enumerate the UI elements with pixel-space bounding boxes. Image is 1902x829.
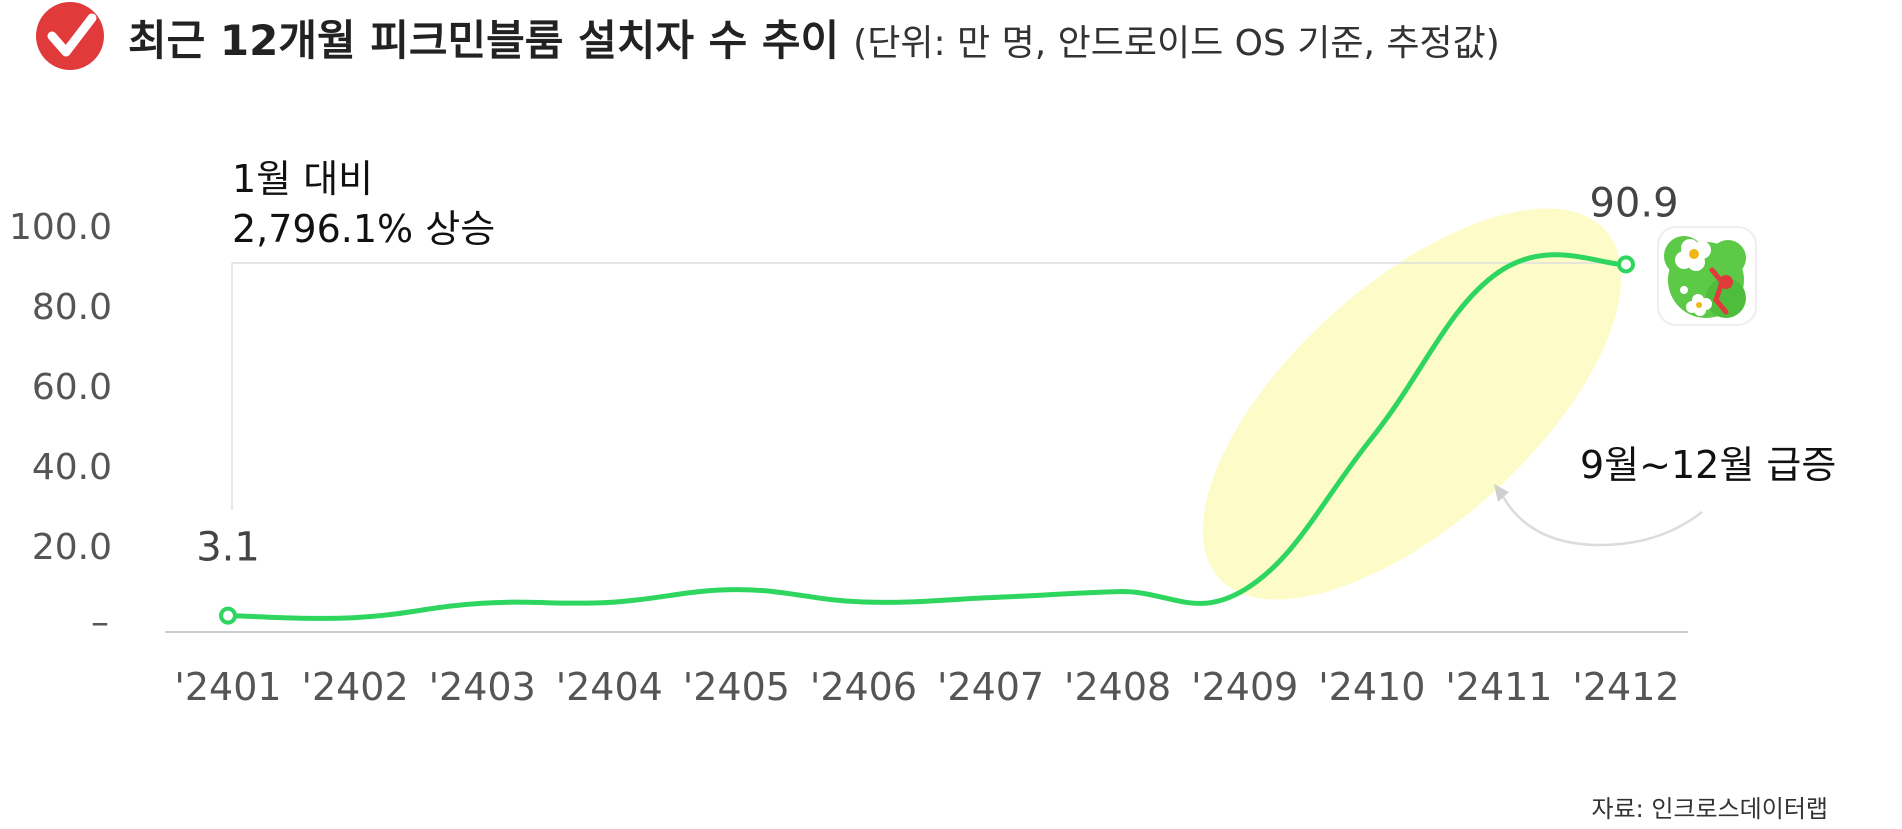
source-note: 자료: 인크로스데이터랩: [1591, 795, 1828, 823]
x-axis: '2401 '2402 '2403 '2404 '2405 '2406 '2407 '2408…: [174, 665, 1679, 709]
x-tick-label: '2405: [683, 665, 790, 709]
pikmin-bloom-app-icon: [1657, 226, 1757, 326]
x-tick-label: '2410: [1318, 665, 1425, 709]
chart-title-text: 최근 12개월 피크민블룸 설치자 수 추이 (단위: 만 명, 안드로이드 OS…: [128, 16, 1500, 65]
x-tick-label: '2409: [1191, 665, 1298, 709]
y-tick-label: 60.0: [32, 367, 112, 408]
chart-subtitle: (단위: 만 명, 안드로이드 OS 기준, 추정값): [853, 23, 1500, 64]
surge-highlight: [1202, 208, 1622, 600]
data-label-first: 3.1: [196, 525, 260, 571]
header: 최근 12개월 피크민블룸 설치자 수 추이 (단위: 만 명, 안드로이드 OS…: [36, 2, 1500, 70]
x-tick-label: '2407: [937, 665, 1044, 709]
data-point-last: [1617, 255, 1635, 274]
x-tick-label: '2402: [302, 665, 409, 709]
y-tick-label: 100.0: [9, 207, 112, 248]
series-line: [225, 252, 1629, 621]
growth-note-line2: 2,796.1% 상승: [232, 207, 495, 251]
data-point-first: [219, 606, 237, 625]
x-tick-label: '2412: [1572, 665, 1679, 709]
x-tick-label: '2408: [1064, 665, 1171, 709]
x-tick-label: '2403: [429, 665, 536, 709]
x-tick-label: '2401: [174, 665, 281, 709]
red-check-icon: [36, 2, 104, 70]
x-tick-label: '2404: [556, 665, 663, 709]
y-tick-label: 40.0: [32, 447, 112, 488]
y-axis: – 20.0 40.0 60.0 80.0 100.0: [9, 207, 112, 643]
data-label-last: 90.9: [1589, 180, 1678, 226]
x-tick-label: '2406: [810, 665, 917, 709]
y-tick-label: 20.0: [32, 527, 112, 568]
growth-note-line1: 1월 대비: [232, 157, 373, 201]
y-tick-label: 80.0: [32, 287, 112, 328]
surge-note: 9월~12월 급증: [1580, 443, 1836, 487]
curved-arrow-icon: [1494, 484, 1703, 547]
chart-title: 최근 12개월 피크민블룸 설치자 수 추이: [128, 16, 839, 65]
x-tick-label: '2411: [1445, 665, 1552, 709]
reference-box: [231, 262, 1626, 510]
y-tick-label: –: [91, 602, 109, 643]
